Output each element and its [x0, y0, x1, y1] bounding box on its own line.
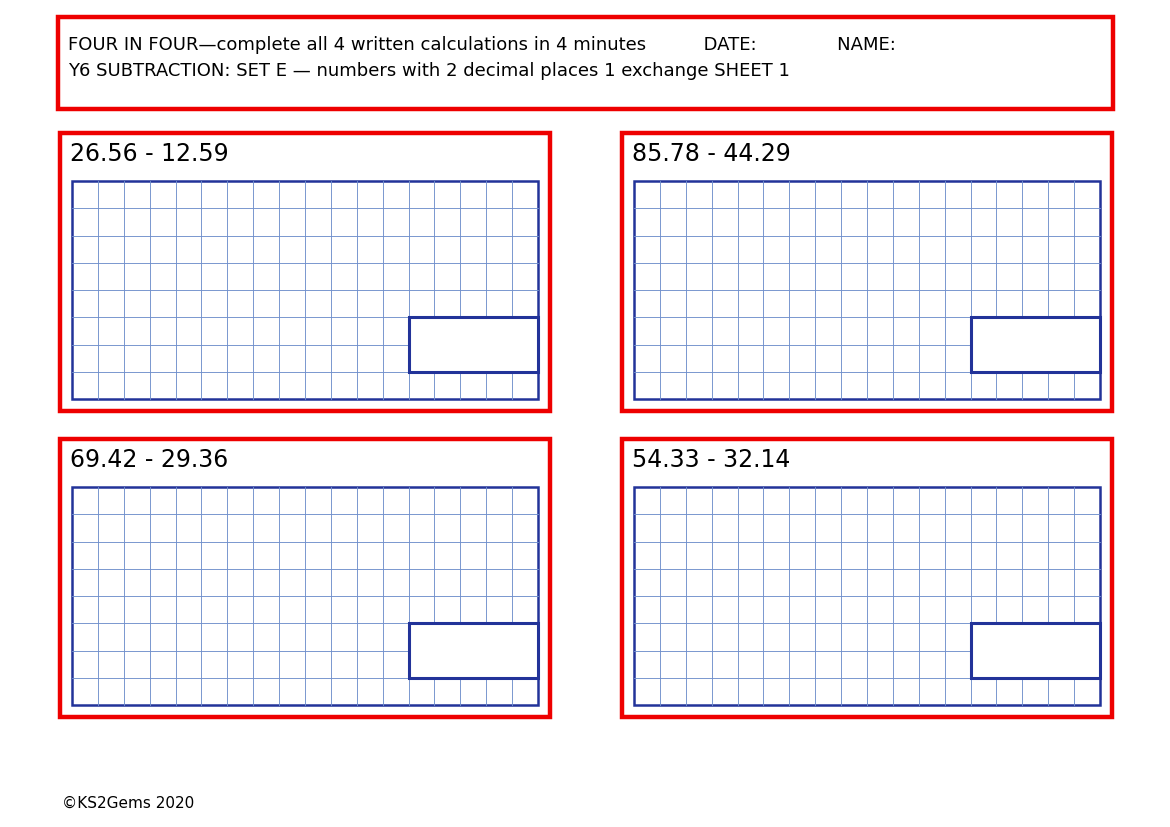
Bar: [634, 487, 1100, 705]
Bar: [60, 134, 550, 412]
Text: Y6 SUBTRACTION: SET E — numbers with 2 decimal places 1 exchange SHEET 1: Y6 SUBTRACTION: SET E — numbers with 2 d…: [68, 62, 790, 80]
Bar: [971, 624, 1100, 678]
Text: 54.33 - 32.14: 54.33 - 32.14: [632, 447, 791, 471]
Text: ©KS2Gems 2020: ©KS2Gems 2020: [62, 795, 194, 810]
Bar: [634, 182, 1100, 399]
Bar: [622, 439, 1112, 717]
Text: 85.78 - 44.29: 85.78 - 44.29: [632, 141, 791, 165]
Bar: [408, 318, 538, 372]
Bar: [971, 318, 1100, 372]
Bar: [622, 134, 1112, 412]
Text: 26.56 - 12.59: 26.56 - 12.59: [70, 141, 228, 165]
Bar: [73, 487, 538, 705]
Bar: [73, 182, 538, 399]
Bar: [60, 439, 550, 717]
Text: FOUR IN FOUR—complete all 4 written calculations in 4 minutes          DATE:    : FOUR IN FOUR—complete all 4 written calc…: [68, 36, 896, 54]
Bar: [58, 18, 1113, 110]
Text: 69.42 - 29.36: 69.42 - 29.36: [70, 447, 228, 471]
Bar: [408, 624, 538, 678]
